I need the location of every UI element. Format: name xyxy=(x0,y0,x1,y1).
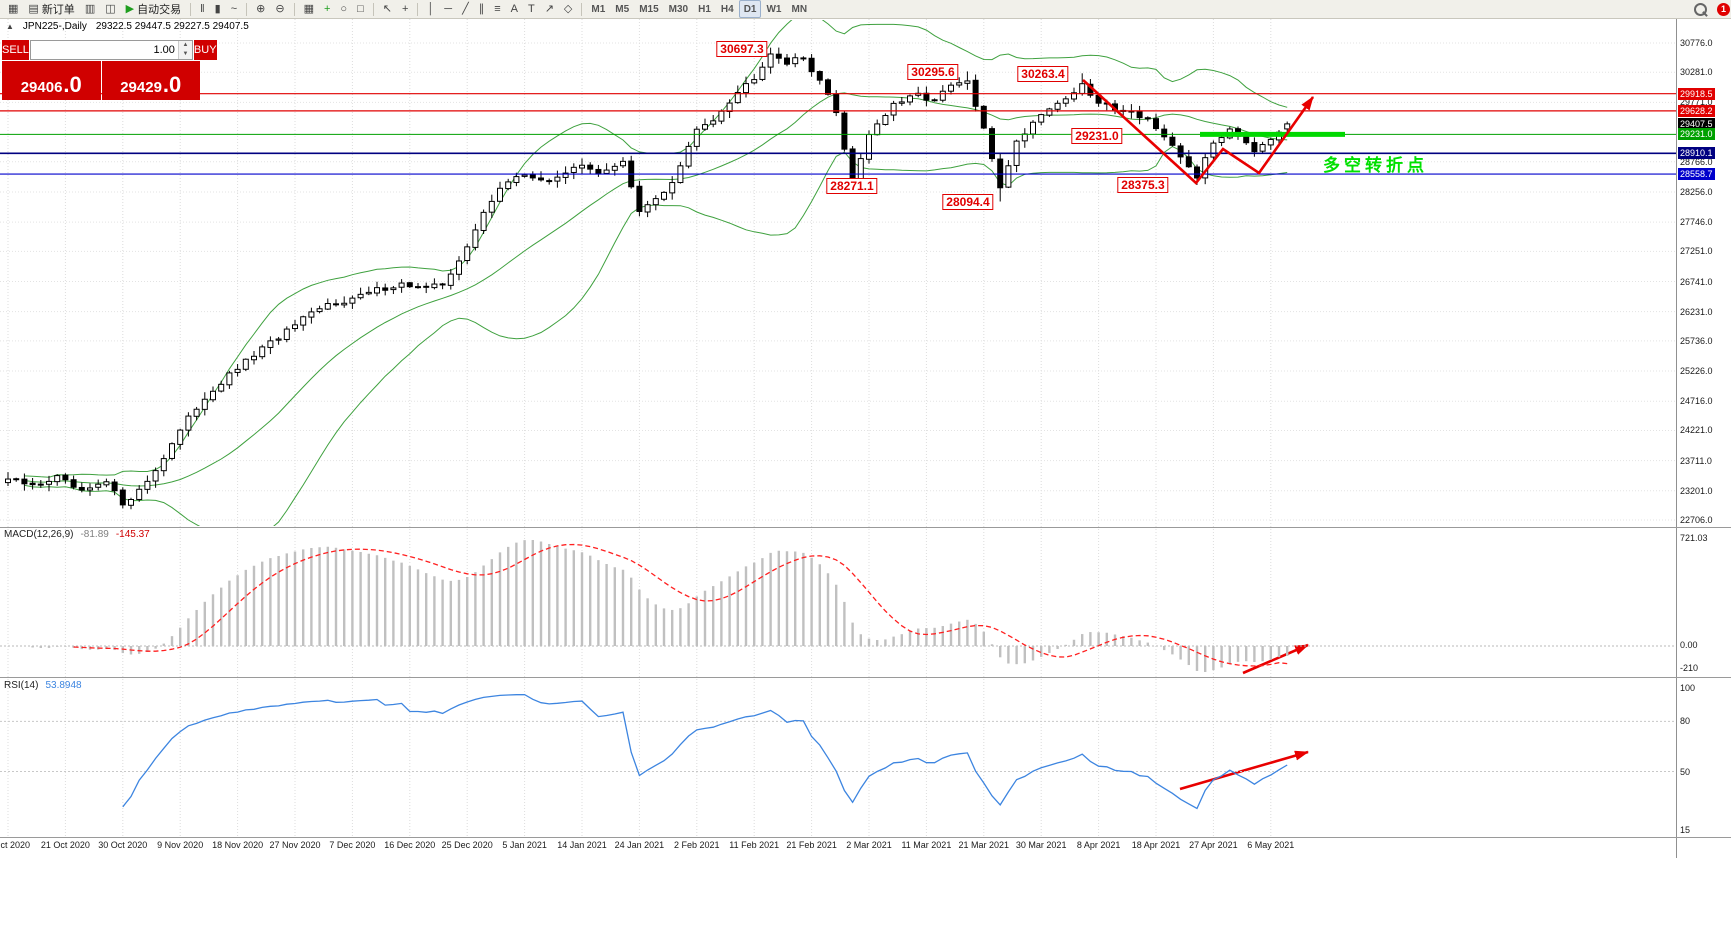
shapes-button[interactable]: ◇ xyxy=(563,2,573,15)
indicators-button[interactable]: + xyxy=(323,2,331,15)
toolbar-separator xyxy=(190,2,192,16)
rsi-value: 53.8948 xyxy=(45,680,82,691)
zoom-in-button[interactable]: ⊕ xyxy=(256,2,266,15)
cursor-button[interactable]: ↖ xyxy=(382,2,392,15)
buy-price: 29429 xyxy=(120,79,162,96)
timeframe-m1-button[interactable]: M1 xyxy=(591,3,606,15)
rsi-name: RSI(14) xyxy=(4,680,39,691)
volume-increase-button[interactable]: ▲ xyxy=(178,41,192,50)
buy-price-fraction: .0 xyxy=(162,72,182,98)
macd-name: MACD(12,26,9) xyxy=(4,529,74,540)
bar-chart-button[interactable]: ‖ xyxy=(200,2,205,15)
charts-menu-button[interactable]: ▦ xyxy=(8,2,19,15)
macd-rsi-separator[interactable] xyxy=(0,677,1731,678)
toolbar-separator xyxy=(293,2,295,16)
tile-windows-button[interactable]: ▦ xyxy=(303,2,314,15)
search-icon[interactable] xyxy=(1694,2,1707,16)
sell-tab[interactable]: SELL xyxy=(2,40,29,60)
toolbar-separator xyxy=(581,2,583,16)
chart-info-line: ▲ JPN225-,Daily 29322.5 29447.5 29227.5 … xyxy=(6,21,249,32)
timeframe-m15-button[interactable]: M15 xyxy=(639,3,659,15)
toolbar: ▦ ▤ 新订单 ▥ ◫ ▶ 自动交易 ‖ ▮ ~ ⊕ ⊖ ▦ + ○ □ ↖ + │ ─ ╱ ∥ ≡ A T ↗ ◇ M1 M5 M15 M… xyxy=(0,0,1731,19)
buy-tab[interactable]: BUY xyxy=(193,40,217,60)
candlestick-chart-button[interactable]: ▮ xyxy=(214,2,221,15)
arrows-tool-button[interactable]: ↗ xyxy=(544,2,554,15)
toolbar-separator xyxy=(417,2,419,16)
toolbar-separator xyxy=(372,2,374,16)
one-click-trading-panel: SELL ▲ ▼ BUY 29406.0 29429.0 xyxy=(2,40,217,100)
timeframe-h1-button[interactable]: H1 xyxy=(698,3,711,15)
sell-price-fraction: .0 xyxy=(63,72,82,98)
sell-price: 29406 xyxy=(20,79,63,96)
macd-value: -81.89 xyxy=(80,529,109,540)
ohlc-values: 29322.5 29447.5 29227.5 29407.5 xyxy=(95,21,249,32)
templates-button[interactable]: □ xyxy=(357,2,364,15)
symbol-period-label: JPN225-,Daily xyxy=(22,21,87,32)
label-button[interactable]: T xyxy=(527,2,535,15)
profiles-button[interactable]: ◫ xyxy=(105,2,116,15)
time-axis-separator xyxy=(0,837,1731,838)
trendline-button[interactable]: ╱ xyxy=(462,2,469,15)
volume-control: ▲ ▼ xyxy=(29,40,193,60)
timeframe-m5-button[interactable]: M5 xyxy=(615,3,630,15)
sell-button[interactable]: 29406.0 xyxy=(2,61,101,100)
tim eframe-mn-button[interactable]: MN xyxy=(791,3,808,15)
volume-decrease-button[interactable]: ▼ xyxy=(178,50,192,59)
autotrading-button[interactable]: ▶ 自动交易 xyxy=(125,2,182,17)
timeframe-w1-button[interactable]: W1 xyxy=(766,3,782,15)
buy-button[interactable]: 29429.0 xyxy=(101,61,200,100)
collapse-icon[interactable]: ▲ xyxy=(6,22,14,31)
price-axis[interactable] xyxy=(1676,19,1731,858)
new-order-button[interactable]: ▤ 新订单 xyxy=(28,2,75,17)
notification-badge[interactable]: 1 xyxy=(1717,2,1730,16)
horizontal-line-button[interactable]: ─ xyxy=(444,2,453,15)
timeframe-m30-button[interactable]: M30 xyxy=(668,3,689,15)
macd-indicator-label: MACD(12,26,9) -81.89 -145.37 xyxy=(4,529,150,540)
channel-button[interactable]: ∥ xyxy=(478,2,485,15)
toolbar-separator xyxy=(246,2,248,16)
timeframe-d1-button[interactable]: D1 xyxy=(738,0,762,18)
crosshair-button[interactable]: + xyxy=(401,2,409,15)
text-button[interactable]: A xyxy=(510,2,518,15)
line-chart-button[interactable]: ~ xyxy=(230,2,238,15)
timeframe-h4-button[interactable]: H4 xyxy=(720,3,734,15)
periods-button[interactable]: ○ xyxy=(340,2,348,15)
zoom-out-button[interactable]: ⊖ xyxy=(275,2,285,15)
fibonacci-button[interactable]: ≡ xyxy=(494,2,501,15)
macd-signal-value: -145.37 xyxy=(115,529,150,540)
volume-input[interactable] xyxy=(30,41,178,59)
rsi-indicator-label: RSI(14) 53.8948 xyxy=(4,680,82,691)
chart-window-button[interactable]: ▥ xyxy=(84,2,96,15)
vertical-line-button[interactable]: │ xyxy=(427,2,435,15)
main-macd-separator[interactable] xyxy=(0,527,1731,528)
